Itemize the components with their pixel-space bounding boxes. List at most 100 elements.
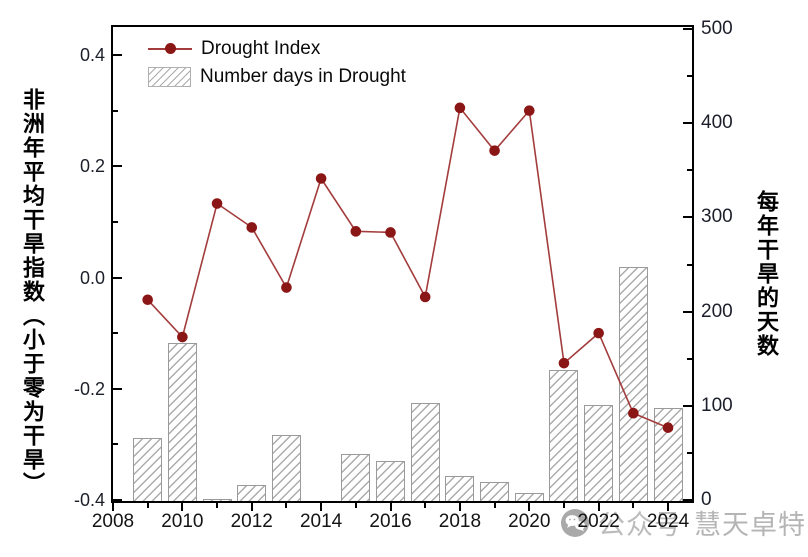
y-left-tick-label: -0.4 xyxy=(73,490,105,510)
legend-item-drought-index: Drought Index xyxy=(148,36,406,61)
x-tick-label: 2008 xyxy=(91,511,135,532)
hatched-box-swatch-icon xyxy=(148,66,191,87)
x-minor-tick xyxy=(493,503,496,508)
data-point-2017 xyxy=(419,291,431,303)
bar-2017 xyxy=(410,403,440,501)
bar-2009 xyxy=(133,437,163,501)
bar-2018 xyxy=(445,475,475,501)
x-minor-tick xyxy=(354,503,357,508)
bar-2013 xyxy=(271,435,301,501)
bar-2021 xyxy=(549,370,579,501)
data-point-2011 xyxy=(211,198,223,209)
bar-2023 xyxy=(618,267,648,501)
y-right-major-tick xyxy=(683,28,692,30)
y-right-major-tick xyxy=(683,310,692,313)
y-left-tick-label: 0.4 xyxy=(79,45,105,65)
data-point-2016 xyxy=(385,227,396,238)
x-major-tick xyxy=(458,503,461,511)
x-tick-label: 2020 xyxy=(508,511,551,532)
y-right-tick-label: 0 xyxy=(701,489,712,510)
data-point-2019 xyxy=(489,145,500,156)
y-left-major-tick xyxy=(113,165,122,168)
y-right-tick-label: 500 xyxy=(701,18,733,39)
y-left-major-tick xyxy=(113,54,122,56)
data-point-2014 xyxy=(315,173,327,184)
bar-2020 xyxy=(514,493,544,501)
y-right-minor-tick xyxy=(687,451,692,454)
x-major-tick xyxy=(250,503,253,511)
y-right-tick-label: 400 xyxy=(701,112,733,134)
y-left-minor-tick xyxy=(113,220,118,223)
x-major-tick xyxy=(597,503,600,511)
x-minor-tick xyxy=(424,503,427,508)
data-point-2015 xyxy=(350,226,362,237)
x-tick-label: 2022 xyxy=(577,511,620,532)
data-point-2018 xyxy=(454,102,466,114)
x-tick-label: 2012 xyxy=(230,511,273,532)
x-minor-tick xyxy=(146,503,149,508)
y-left-tick-label: 0.2 xyxy=(79,156,105,177)
marker-dot-icon xyxy=(165,43,176,54)
x-minor-tick xyxy=(562,503,565,508)
drought-index-line xyxy=(142,102,674,433)
legend-label: Number days in Drought xyxy=(200,65,406,87)
watermark-brand: 公众号 xyxy=(598,510,682,540)
x-tick-label: 2018 xyxy=(438,511,482,532)
data-point-2012 xyxy=(246,222,258,233)
y-right-tick-label: 100 xyxy=(701,394,733,416)
legend: Drought Index Number days in Drought xyxy=(148,36,406,92)
y-right-minor-tick xyxy=(687,169,692,172)
y-left-major-tick xyxy=(113,276,122,279)
bar-2019 xyxy=(480,482,510,501)
y-right-major-tick xyxy=(683,404,692,407)
wechat-icon xyxy=(561,508,589,537)
x-tick-label: 2016 xyxy=(369,511,412,532)
y-left-tick-label: -0.2 xyxy=(73,378,105,399)
data-point-2024 xyxy=(662,422,674,433)
data-point-2013 xyxy=(281,282,292,293)
line-marker-swatch-icon xyxy=(148,43,192,54)
y-right-minor-tick xyxy=(687,263,692,266)
y-right-tick-label: 200 xyxy=(701,300,733,322)
x-minor-tick xyxy=(285,503,288,508)
x-major-tick xyxy=(112,503,114,511)
y-right-major-tick xyxy=(683,499,692,501)
legend-item-days-in-drought: Number days in Drought xyxy=(148,64,406,89)
y-left-minor-tick xyxy=(113,443,118,446)
x-major-tick xyxy=(389,503,392,511)
data-point-2020 xyxy=(523,105,535,116)
plot-area xyxy=(111,25,694,503)
bar-2022 xyxy=(584,404,614,501)
x-major-tick xyxy=(181,503,184,511)
legend-label: Drought Index xyxy=(201,37,321,59)
bar-2016 xyxy=(376,461,406,501)
x-major-tick xyxy=(528,503,531,511)
bar-2015 xyxy=(341,453,371,501)
x-minor-tick xyxy=(632,503,635,508)
data-point-2023 xyxy=(628,407,639,419)
y-left-minor-tick xyxy=(113,109,118,112)
bar-2010 xyxy=(167,342,197,501)
data-point-2010 xyxy=(177,331,188,343)
left-axis-title: 非洲年平均干旱指数（小于零为干旱） xyxy=(20,88,45,496)
bar-2011 xyxy=(202,499,232,501)
x-major-tick xyxy=(667,503,670,511)
y-left-major-tick xyxy=(113,387,122,390)
y-left-major-tick xyxy=(113,499,122,501)
right-axis-title: 每年干旱的天数 xyxy=(754,190,779,358)
x-tick-label: 2024 xyxy=(646,511,690,532)
y-left-tick-label: 0.0 xyxy=(79,267,105,288)
data-point-2022 xyxy=(593,327,604,339)
y-right-major-tick xyxy=(683,122,692,125)
watermark: 公众号 慧天卓特 xyxy=(560,503,806,542)
data-point-2009 xyxy=(142,294,153,306)
x-major-tick xyxy=(320,503,323,511)
x-tick-label: 2010 xyxy=(161,511,204,532)
x-minor-tick xyxy=(216,503,219,508)
y-right-tick-label: 300 xyxy=(701,206,733,228)
watermark-name: 慧天卓特 xyxy=(694,510,806,540)
y-right-major-tick xyxy=(683,216,692,219)
x-tick-label: 2014 xyxy=(299,511,343,532)
y-right-minor-tick xyxy=(687,357,692,360)
